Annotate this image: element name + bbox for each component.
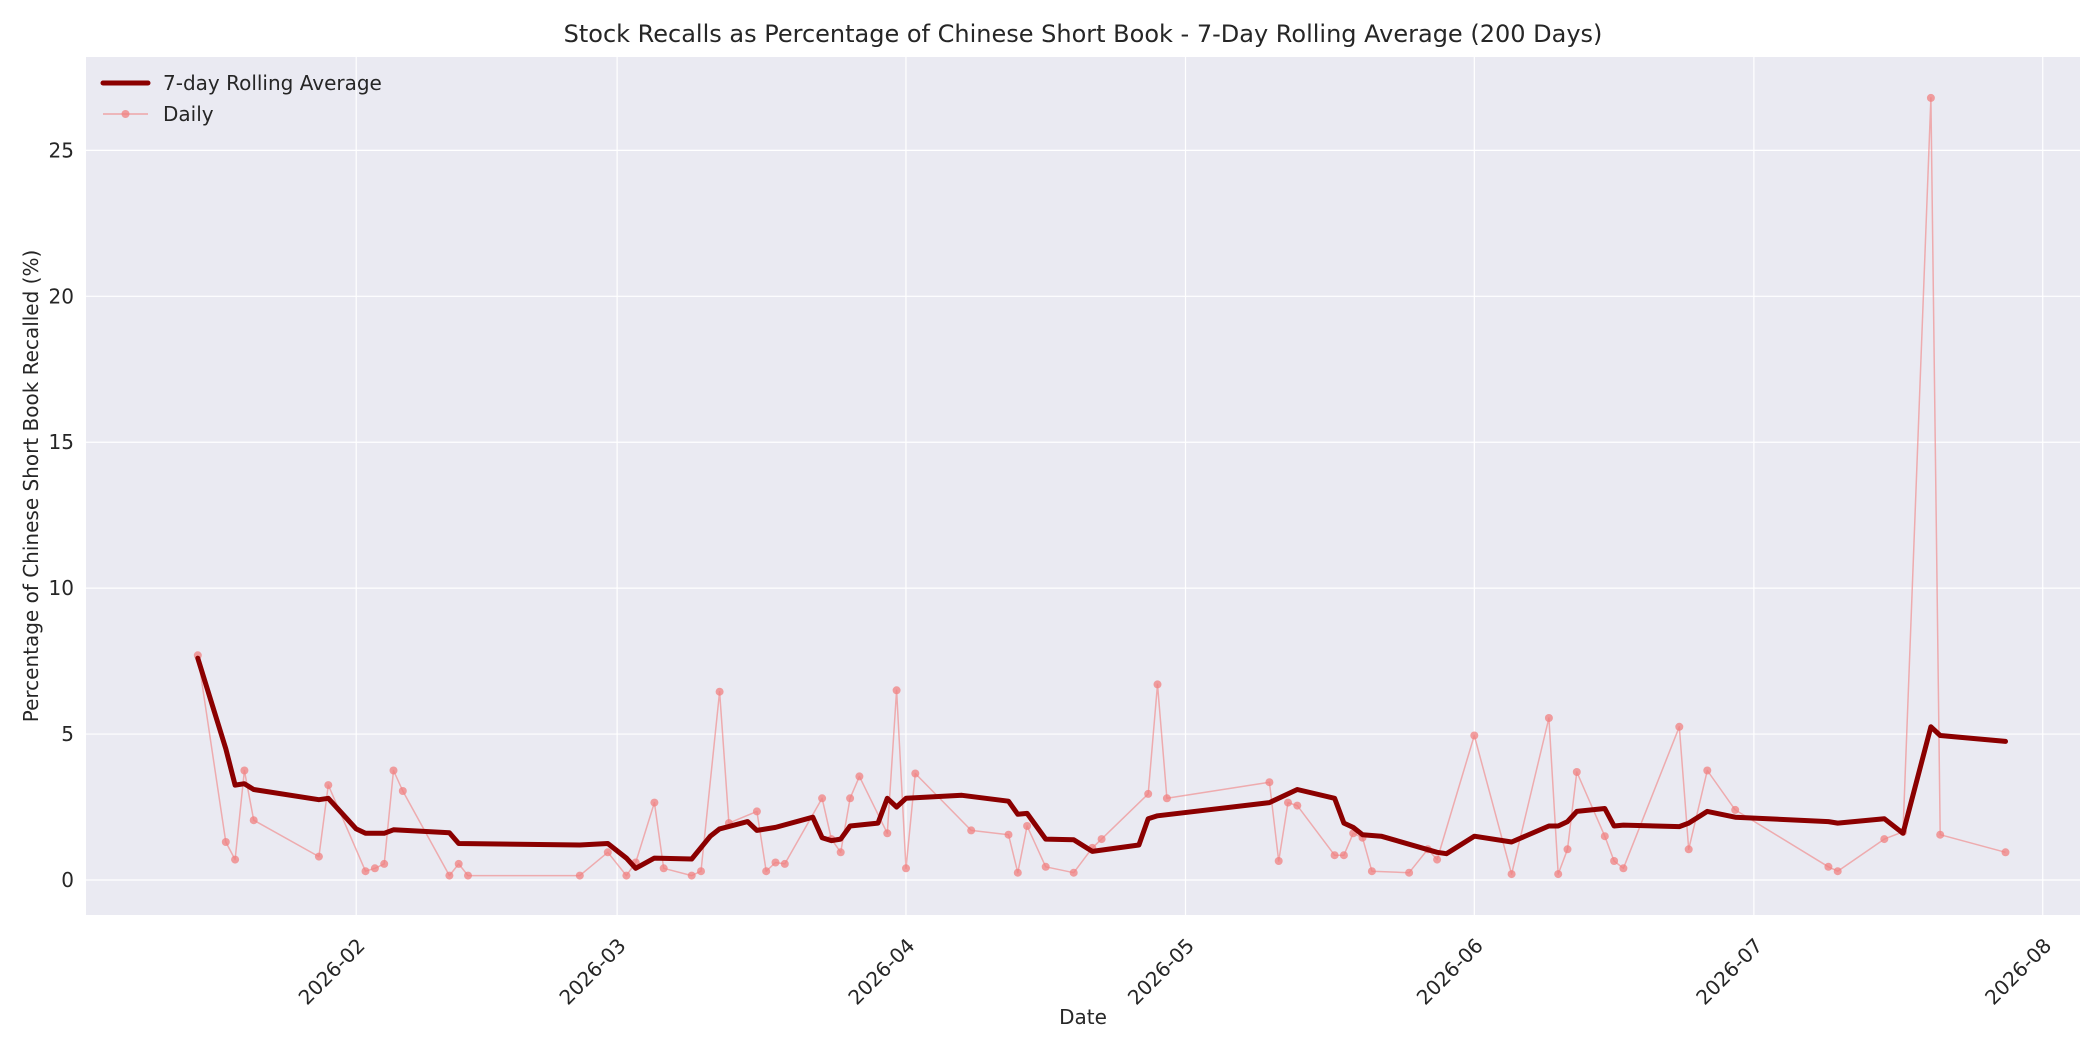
daily-point (1563, 845, 1572, 854)
daily-point (1013, 868, 1022, 877)
daily-point (715, 687, 724, 696)
legend: 7-day Rolling Average Daily (100, 71, 382, 126)
daily-point (1684, 845, 1693, 854)
daily-point (911, 769, 920, 778)
daily-point (818, 794, 827, 803)
daily-point (762, 867, 771, 876)
daily-point (1703, 766, 1712, 775)
daily-point (846, 794, 855, 803)
daily-point (240, 766, 249, 775)
daily-point (659, 864, 668, 873)
daily-point (622, 871, 631, 880)
daily-point (650, 798, 659, 807)
daily-point (1572, 768, 1581, 776)
daily-point (1004, 830, 1013, 839)
daily-point (1619, 864, 1628, 873)
y-tick-label: 5 (61, 722, 74, 746)
daily-point (1097, 835, 1106, 844)
daily-point (1470, 731, 1479, 740)
daily-point (370, 864, 379, 873)
plot-area (86, 57, 2080, 915)
daily-point (1023, 822, 1032, 830)
daily-point (883, 829, 892, 838)
daily-point (398, 787, 407, 795)
x-axis-label: Date (1059, 1005, 1107, 1029)
daily-point (2001, 848, 2010, 857)
daily-point (1162, 794, 1171, 803)
daily-point (454, 859, 463, 868)
daily-point (1554, 870, 1563, 879)
daily-point (1544, 714, 1553, 722)
daily-point (687, 871, 696, 880)
daily-point (1433, 855, 1442, 864)
daily-point (1293, 801, 1302, 810)
daily-point (1339, 851, 1348, 860)
daily-point (1274, 857, 1283, 865)
daily-point (967, 826, 976, 835)
daily-point (1367, 867, 1376, 876)
daily-point (221, 838, 230, 846)
daily-point (575, 871, 584, 880)
daily-point (697, 867, 705, 876)
daily-point (603, 848, 612, 857)
daily-point (1144, 789, 1153, 798)
daily-series (193, 93, 2010, 880)
legend-label-daily: Daily (163, 102, 214, 126)
legend-marker-daily (121, 110, 130, 118)
daily-point (1824, 862, 1833, 871)
daily-point (1600, 832, 1609, 841)
daily-point (361, 867, 370, 876)
daily-point (1284, 798, 1292, 807)
daily-point (1405, 868, 1414, 877)
y-tick-label: 25 (49, 138, 74, 162)
y-tick-label: 20 (49, 284, 74, 308)
daily-point (249, 816, 258, 825)
y-axis-ticks: 0 5 10 15 20 25 (49, 138, 74, 892)
daily-point (231, 855, 240, 864)
daily-point (1675, 722, 1684, 731)
daily-point (464, 871, 472, 880)
daily-point (1731, 805, 1740, 814)
y-tick-label: 15 (49, 430, 74, 454)
daily-point (1330, 851, 1339, 860)
daily-point (855, 772, 864, 781)
grid-lines (86, 57, 2080, 915)
daily-point (836, 848, 845, 857)
daily-point (1936, 830, 1945, 839)
daily-point (1153, 680, 1162, 689)
daily-point (1507, 870, 1516, 879)
daily-point (1265, 778, 1274, 787)
daily-point (389, 766, 398, 775)
daily-point (771, 858, 780, 867)
daily-point (1833, 867, 1842, 876)
daily-point (752, 807, 761, 816)
y-axis-label: Percentage of Chinese Short Book Recalle… (19, 250, 43, 723)
daily-point (314, 852, 323, 861)
daily-point (902, 864, 910, 873)
daily-point (892, 686, 901, 695)
daily-point (324, 781, 333, 790)
rolling-average-series (195, 655, 2008, 871)
daily-point (1880, 835, 1889, 844)
daily-point (1069, 868, 1078, 877)
daily-point (1041, 862, 1050, 871)
daily-point (445, 871, 454, 880)
daily-point (1926, 93, 1935, 102)
y-tick-label: 0 (61, 868, 74, 892)
rolling-average-line (195, 655, 2008, 871)
daily-point (780, 859, 789, 868)
legend-label-rolling-average: 7-day Rolling Average (163, 71, 382, 95)
daily-point (1610, 857, 1619, 865)
chart-title: Stock Recalls as Percentage of Chinese S… (564, 20, 1603, 48)
daily-point (380, 859, 389, 868)
y-tick-label: 10 (49, 576, 74, 600)
